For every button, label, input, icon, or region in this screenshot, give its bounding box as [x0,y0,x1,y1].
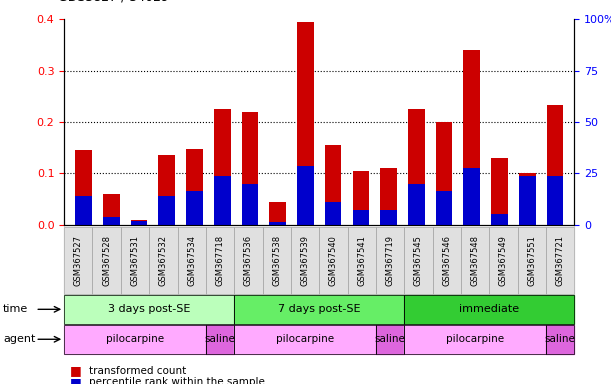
Text: agent: agent [3,334,35,344]
Text: percentile rank within the sample: percentile rank within the sample [89,377,265,384]
Bar [241,112,258,225]
Text: 3 days post-SE: 3 days post-SE [108,304,191,314]
Text: GSM367532: GSM367532 [159,235,168,286]
Text: saline: saline [375,334,406,344]
Text: GSM367527: GSM367527 [74,235,83,286]
Text: GSM367548: GSM367548 [470,235,480,286]
Text: immediate: immediate [459,304,519,314]
Text: GSM367534: GSM367534 [187,235,196,286]
Text: ■: ■ [70,364,82,377]
Bar [436,122,452,225]
Bar [380,210,397,225]
Bar [353,210,369,225]
Bar [547,106,563,225]
Bar [547,176,563,225]
Bar [408,109,425,225]
Text: GDS3827 / 34029: GDS3827 / 34029 [58,0,169,4]
Text: GSM367545: GSM367545 [414,235,423,286]
Bar [131,220,147,225]
Text: saline: saline [205,334,235,344]
Bar [186,191,203,225]
Text: GSM367718: GSM367718 [216,235,225,286]
Bar [297,166,313,225]
Text: pilocarpine: pilocarpine [446,334,504,344]
Bar [158,155,175,225]
Bar [436,191,452,225]
Bar [214,176,230,225]
Bar [408,184,425,225]
Bar [463,50,480,225]
Text: GSM367721: GSM367721 [555,235,565,286]
Text: transformed count: transformed count [89,366,186,376]
Bar [519,176,535,225]
Bar [269,222,286,225]
Text: pilocarpine: pilocarpine [106,334,164,344]
Text: GSM367551: GSM367551 [527,235,536,286]
Text: GSM367539: GSM367539 [301,235,310,286]
Text: GSM367549: GSM367549 [499,235,508,286]
Bar [131,220,147,225]
Bar [491,158,508,225]
Text: GSM367528: GSM367528 [102,235,111,286]
Bar [186,149,203,225]
Bar [353,171,369,225]
Bar [325,145,342,225]
Text: pilocarpine: pilocarpine [276,334,334,344]
Text: GSM367541: GSM367541 [357,235,366,286]
Text: ■: ■ [70,376,82,384]
Bar [75,150,92,225]
Text: GSM367538: GSM367538 [273,235,281,286]
Text: GSM367536: GSM367536 [244,235,253,286]
Bar [297,22,313,225]
Bar [269,202,286,225]
Bar [463,168,480,225]
Bar [103,194,120,225]
Bar [380,168,397,225]
Text: GSM367540: GSM367540 [329,235,338,286]
Text: time: time [3,304,28,314]
Bar [241,184,258,225]
Bar [214,109,230,225]
Bar [75,196,92,225]
Text: 7 days post-SE: 7 days post-SE [278,304,360,314]
Text: GSM367719: GSM367719 [386,235,395,286]
Bar [325,202,342,225]
Bar [103,217,120,225]
Text: GSM367531: GSM367531 [131,235,139,286]
Bar [491,214,508,225]
Bar [519,173,535,225]
Text: GSM367546: GSM367546 [442,235,452,286]
Bar [158,196,175,225]
Text: saline: saline [545,334,576,344]
